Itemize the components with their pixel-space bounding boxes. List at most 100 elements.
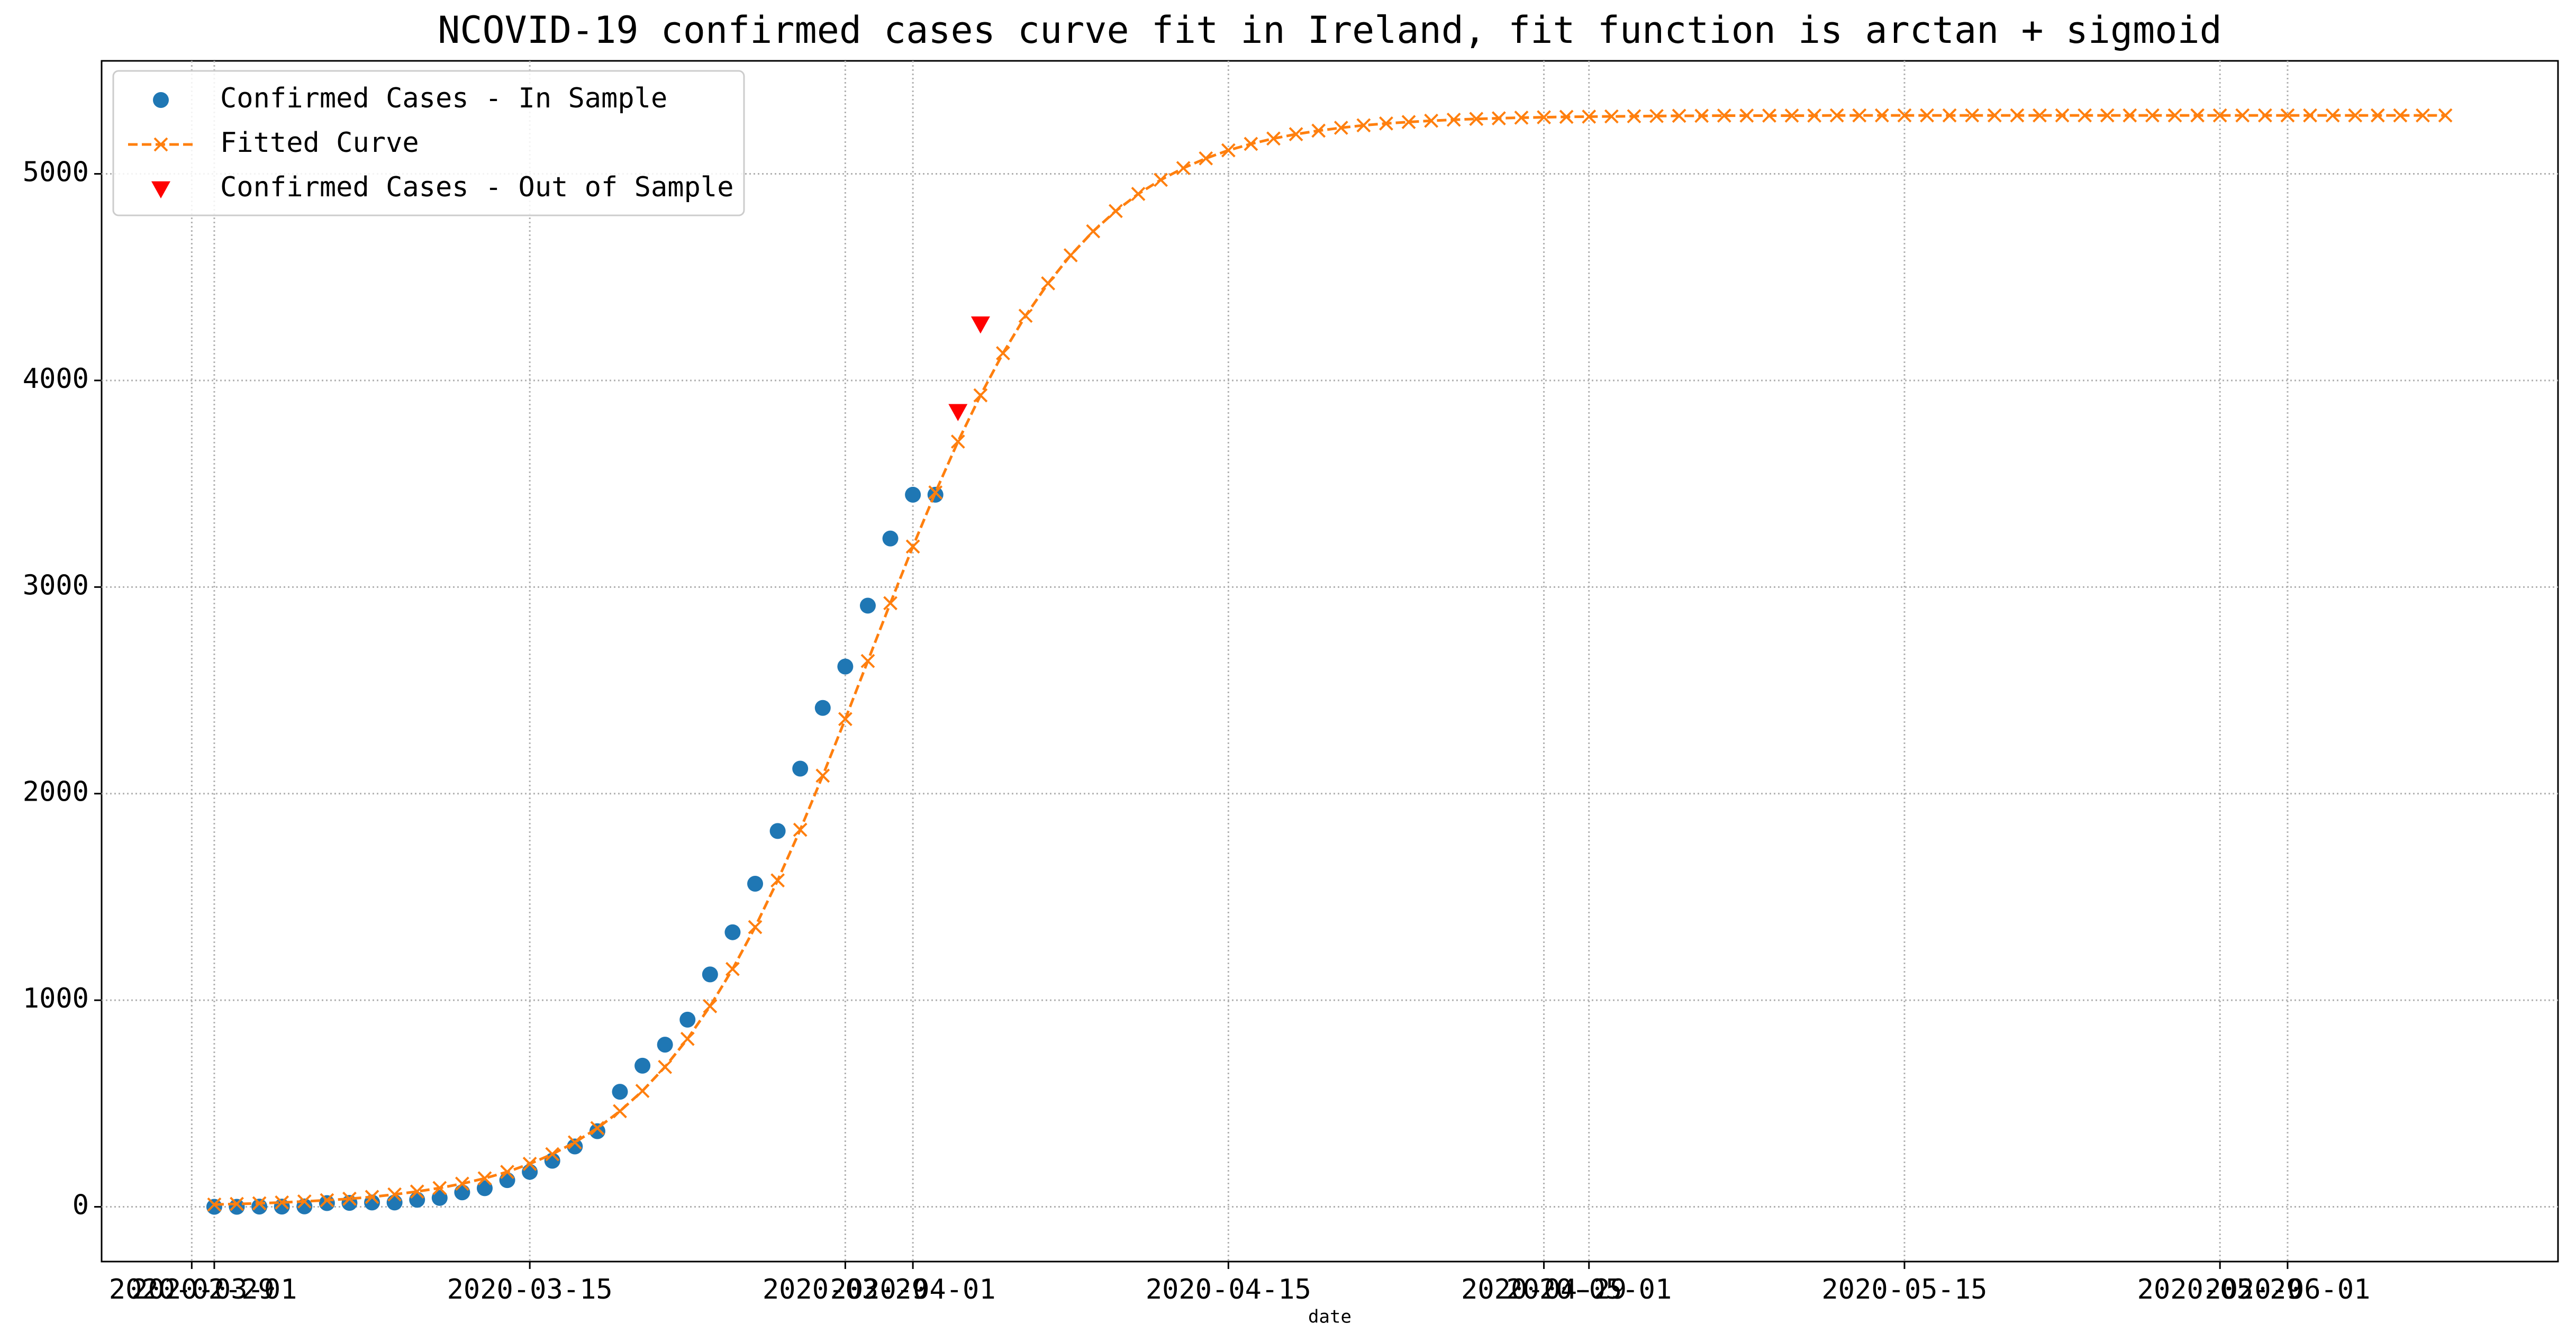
marker [1401,115,1416,129]
marker [703,999,718,1013]
plot-frame [101,60,2559,1263]
marker [2393,108,2408,123]
marker [815,768,830,783]
marker [2303,108,2317,123]
x-tick-label: 2020-03-01 [131,1274,297,1305]
marker [1469,112,1484,126]
marker [2280,108,2295,123]
marker [567,1138,583,1155]
marker [275,1195,289,1210]
marker [905,539,920,554]
marker [410,1184,424,1199]
x-axis-label: date [1308,1307,1352,1328]
marker [724,924,741,940]
marker [1131,187,1146,201]
marker [342,1191,357,1206]
x-tick-label: 2020-06-01 [2205,1274,2370,1305]
marker [1784,108,1799,123]
marker [2257,108,2272,123]
marker [837,658,854,675]
marker [680,1031,695,1046]
marker [792,760,809,777]
marker [1311,123,1326,138]
marker [365,1190,379,1204]
marker [589,1123,605,1139]
marker [657,1037,673,1053]
marker [319,1195,335,1211]
marker [613,1104,627,1119]
marker [1199,151,1213,166]
x-tick-label: 2020-05-01 [1506,1274,1672,1305]
marker [1649,108,1664,123]
marker [251,1199,268,1215]
marker [770,873,785,888]
marker [1063,248,1078,262]
marker [769,823,786,839]
marker [297,1194,312,1209]
marker [1739,108,1754,123]
marker [1672,108,1686,123]
y-tick-label: 4000 [23,363,89,395]
x-tick-label: 2020-05-29 [2137,1274,2303,1305]
x-tick-label: 2020-02-29 [109,1274,275,1305]
marker [973,388,988,403]
marker [476,1180,493,1196]
marker [1897,108,1912,123]
marker [477,1171,492,1186]
legend-marker [153,137,168,152]
marker [207,1197,222,1212]
marker [1807,108,1822,123]
marker [409,1192,425,1208]
marker [838,712,852,727]
marker [793,822,808,837]
marker [950,434,965,449]
legend-label: Confirmed Cases - In Sample [220,83,667,114]
legend-box [112,70,745,216]
marker [252,1196,267,1211]
marker [1446,112,1461,127]
chart-title: NCOVID-19 confirmed cases curve fit in I… [438,8,2221,52]
marker [454,1184,470,1201]
marker [948,404,968,421]
marker [1334,121,1348,135]
marker [1266,131,1281,146]
marker [432,1181,447,1195]
marker [1109,204,1123,219]
marker [590,1121,605,1136]
marker [230,1196,244,1211]
marker [1717,108,1731,123]
y-tick-label: 1000 [23,983,89,1014]
marker [1604,109,1619,124]
marker [2325,108,2340,123]
marker [2438,108,2453,123]
marker [1559,110,1574,124]
x-tick-label: 2020-05-15 [1821,1274,1987,1305]
marker [1965,108,1980,123]
marker [2370,108,2385,123]
legend-marker [151,181,170,198]
marker [2235,108,2250,123]
marker [702,966,718,983]
marker [2033,108,2047,123]
marker [2416,108,2430,123]
marker [522,1156,537,1171]
marker [2212,108,2227,123]
marker [500,1165,514,1179]
legend-label: Confirmed Cases - Out of Sample [220,171,734,203]
marker [2123,108,2137,123]
marker [1627,109,1641,124]
marker [386,1194,403,1211]
marker [859,597,876,614]
legend: Confirmed Cases - In Sample Fitted Curve C… [112,70,745,216]
y-tick-label: 2000 [23,776,89,808]
marker [2010,108,2025,123]
marker [1154,173,1168,187]
marker [1762,108,1776,123]
x-tick-label: 2020-03-29 [763,1274,928,1305]
legend-label: Fitted Curve [220,127,419,159]
marker [320,1193,334,1208]
marker [229,1199,245,1215]
marker [1424,113,1439,128]
marker [2190,108,2205,123]
